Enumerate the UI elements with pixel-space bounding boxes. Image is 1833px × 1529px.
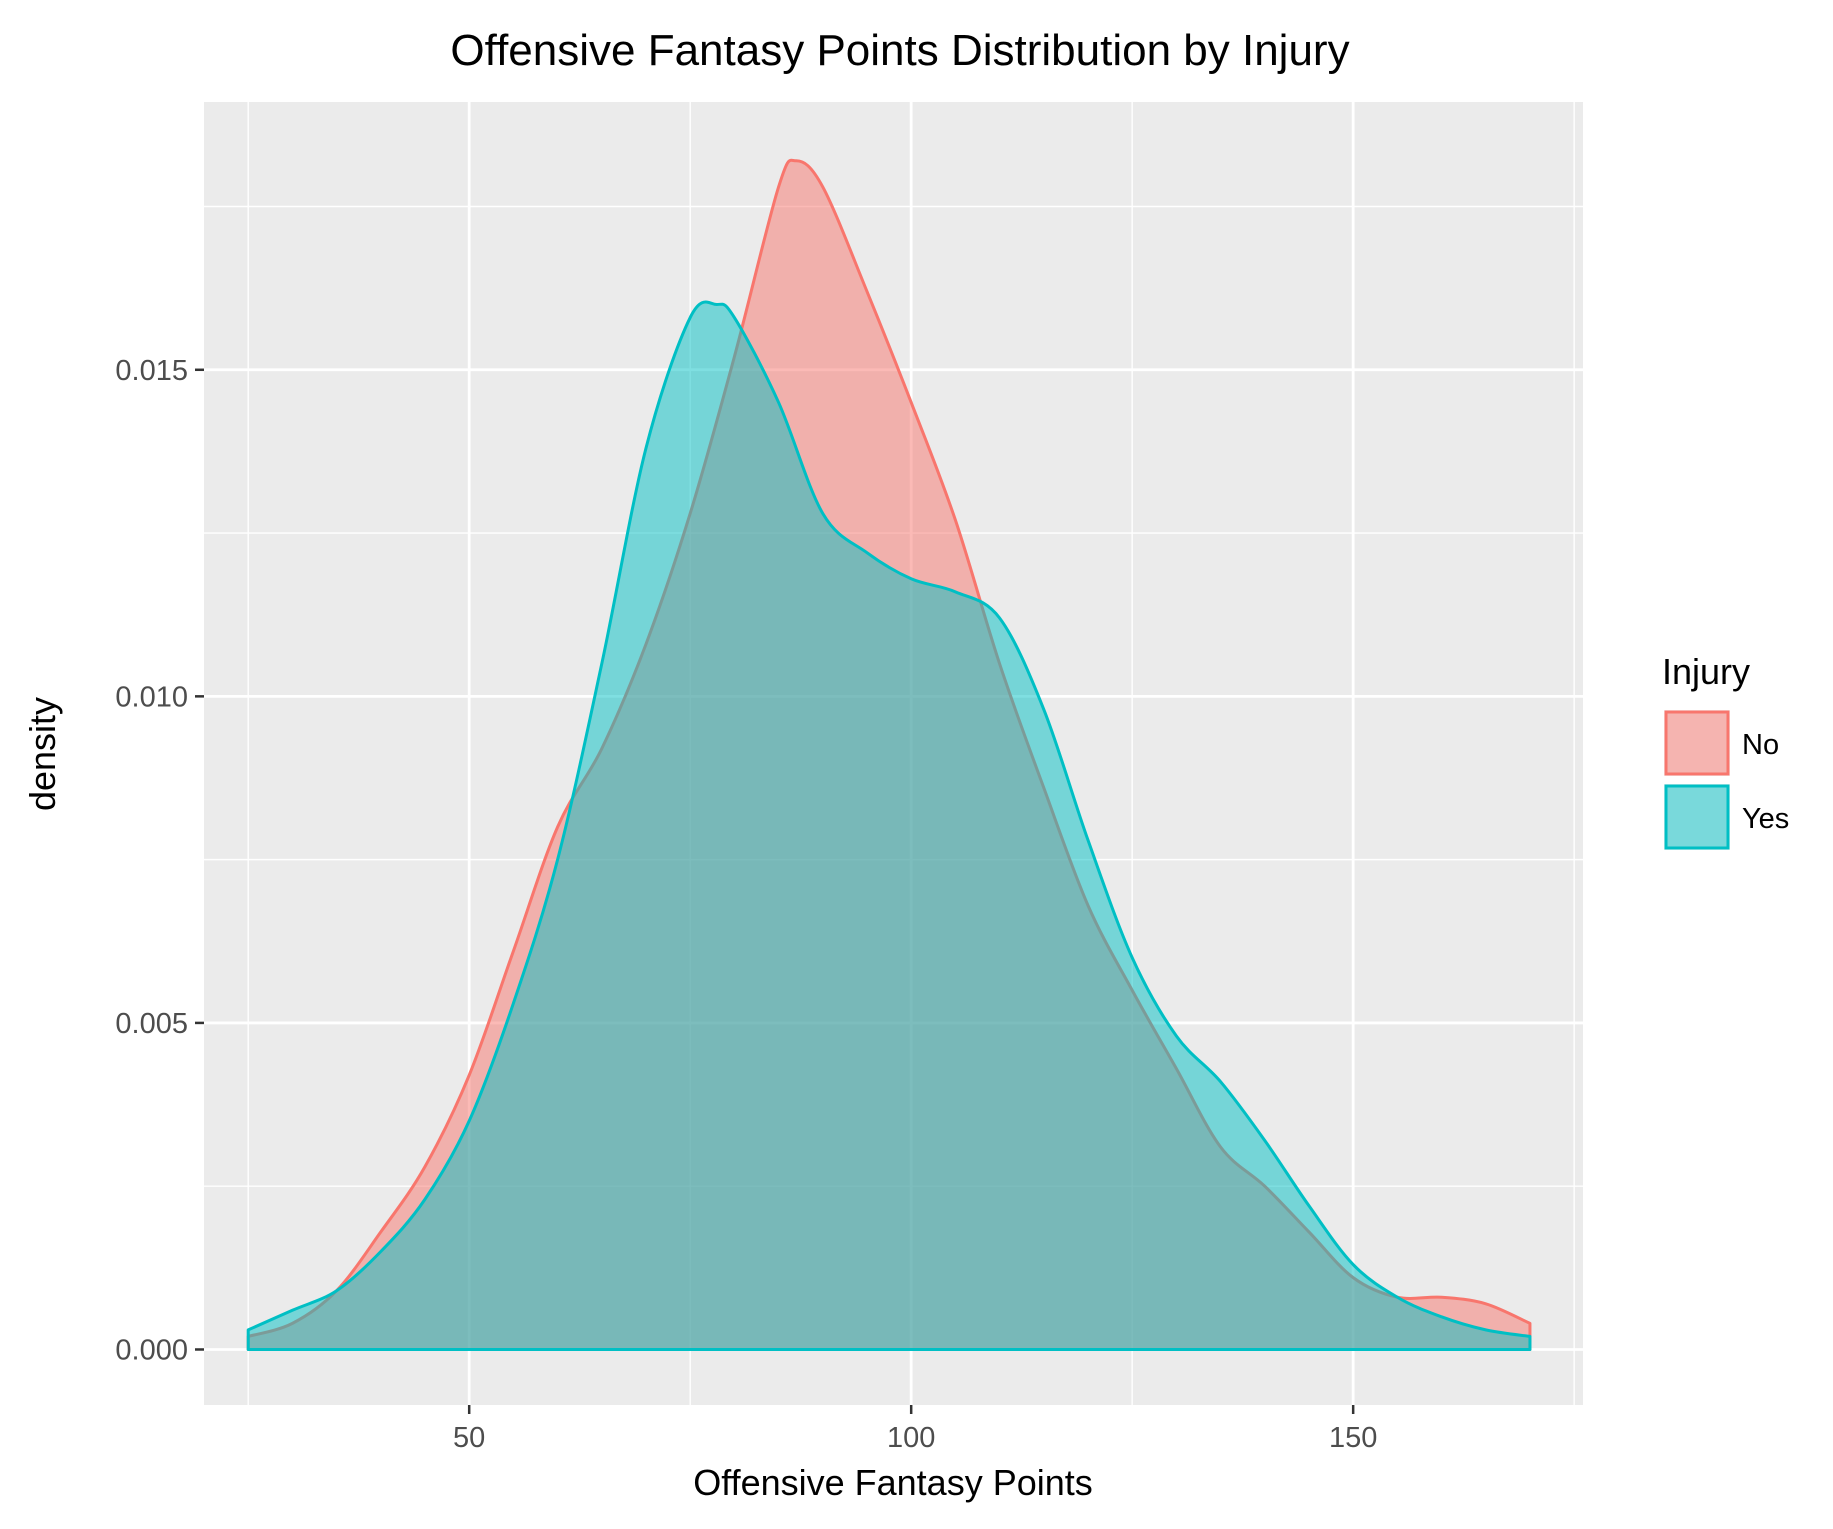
- x-axis-title: Offensive Fantasy Points: [693, 1462, 1093, 1503]
- legend-title: Injury: [1662, 651, 1750, 692]
- legend: Injury No Yes: [1662, 651, 1789, 850]
- y-tick-label: 0.010: [115, 681, 188, 713]
- legend-label-no: No: [1742, 729, 1779, 761]
- chart-title: Offensive Fantasy Points Distribution by…: [450, 26, 1349, 75]
- y-tick-label: 0.015: [115, 355, 188, 387]
- density-area-yes: [246, 300, 1532, 1351]
- legend-swatch-yes: [1664, 784, 1730, 850]
- y-tick-label: 0.000: [115, 1334, 188, 1366]
- legend-swatch-no: [1664, 710, 1730, 776]
- y-axis-ticks: 0.000 0.005 0.010 0.015: [115, 355, 204, 1366]
- y-axis-title: density: [22, 697, 63, 811]
- density-series-layer: [246, 158, 1532, 1351]
- legend-label-yes: Yes: [1742, 803, 1789, 835]
- x-tick-label: 50: [453, 1422, 485, 1454]
- x-axis-ticks: 50 100 150: [453, 1405, 1377, 1454]
- x-tick-label: 100: [887, 1422, 935, 1454]
- y-tick-label: 0.005: [115, 1008, 188, 1040]
- x-tick-label: 150: [1329, 1422, 1377, 1454]
